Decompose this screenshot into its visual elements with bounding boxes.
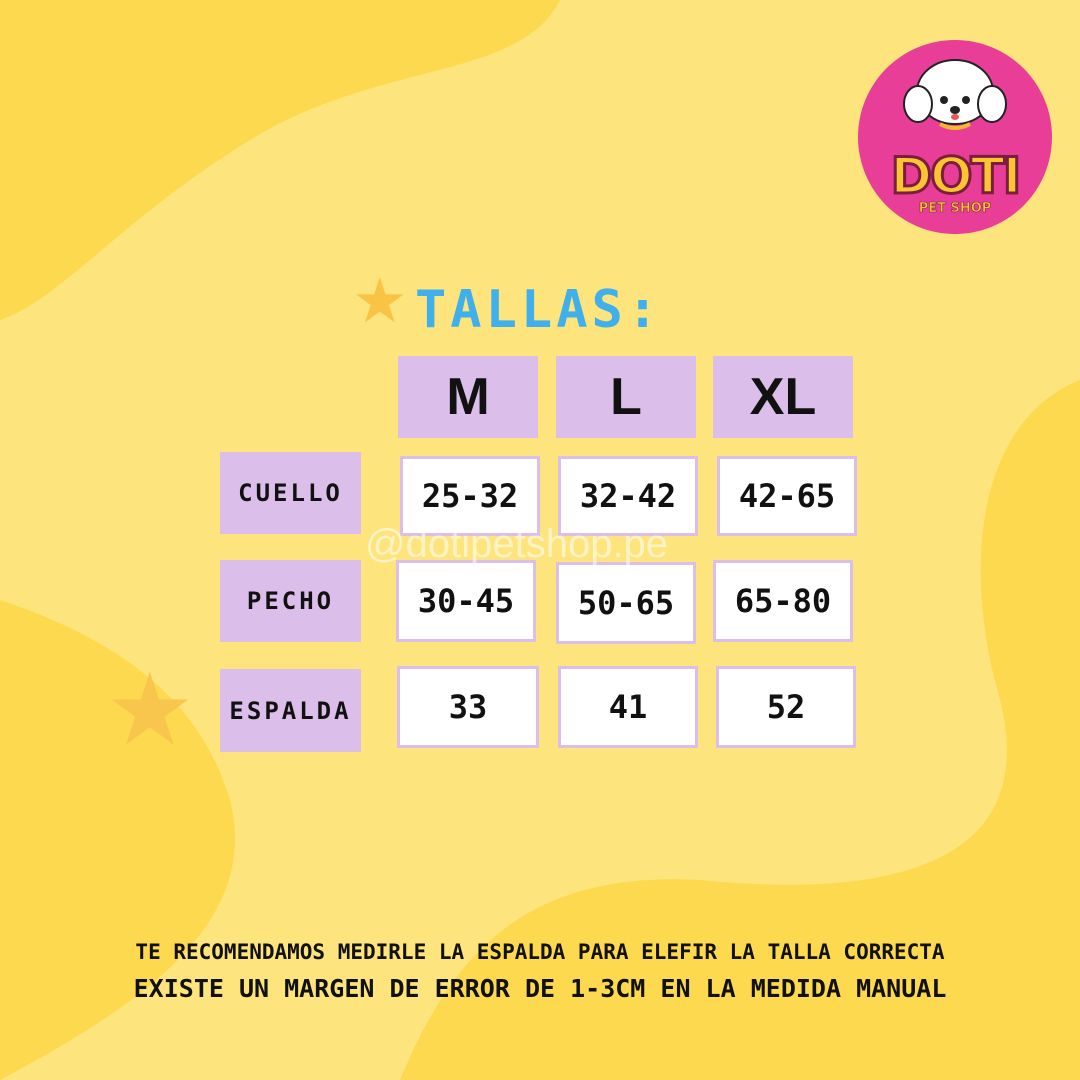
watermark: @dotipetshop.pe bbox=[365, 522, 669, 566]
table-cell: 33 bbox=[397, 666, 539, 748]
table-cell: 30-45 bbox=[396, 560, 536, 642]
table-cell: 50-65 bbox=[556, 562, 696, 644]
logo-brand: DOTI bbox=[889, 147, 1023, 205]
table-cell: 25-32 bbox=[400, 456, 540, 536]
row-label-pecho: PECHO bbox=[220, 560, 361, 642]
table-cell: 52 bbox=[716, 666, 856, 748]
poodle-icon bbox=[903, 59, 1007, 130]
note-line-2: EXISTE UN MARGEN DE ERROR DE 1-3CM EN LA… bbox=[133, 974, 947, 1003]
star-icon: ★ bbox=[352, 264, 408, 337]
table-cell: 32-42 bbox=[558, 456, 698, 536]
size-header-xl: XL bbox=[713, 356, 853, 438]
page-title: TALLAS: bbox=[415, 280, 663, 340]
size-header-m: M bbox=[398, 356, 538, 438]
note-line-1: TE RECOMENDAMOS MEDIRLE LA ESPALDA PARA … bbox=[135, 940, 945, 964]
row-label-espalda: ESPALDA bbox=[220, 669, 361, 752]
table-cell: 65-80 bbox=[713, 560, 853, 642]
row-label-cuello: CUELLO bbox=[220, 452, 361, 534]
logo-subtitle: PET SHOP bbox=[918, 201, 992, 217]
table-cell: 42-65 bbox=[717, 456, 857, 536]
star-icon: ★ bbox=[105, 651, 195, 768]
size-header-l: L bbox=[556, 356, 696, 438]
table-cell: 41 bbox=[558, 666, 698, 748]
doti-pet-shop-logo: DOTI PET SHOP bbox=[858, 40, 1052, 234]
